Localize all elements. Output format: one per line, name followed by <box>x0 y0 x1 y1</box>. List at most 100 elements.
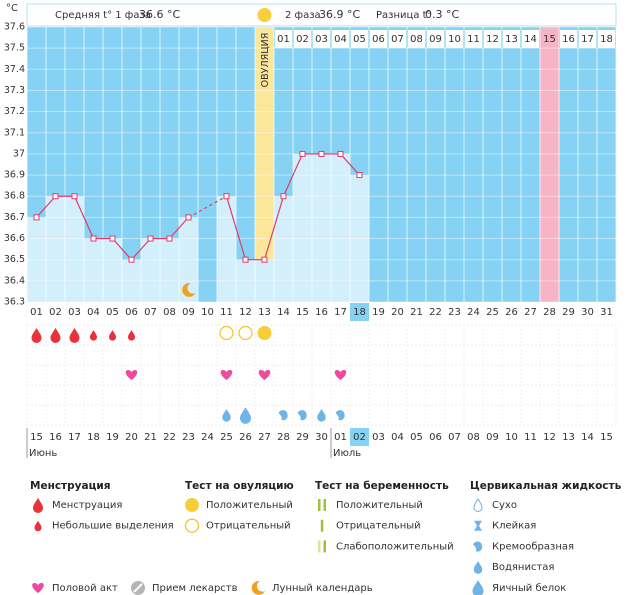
x-tick-label: 10 <box>201 307 214 318</box>
cycle-day-cell <box>484 30 501 48</box>
temperature-point <box>280 193 287 200</box>
x-tick-label: 24 <box>467 307 480 318</box>
legend-item: Слабоположительный <box>336 541 454 552</box>
bar <box>320 519 324 532</box>
date-label: 21 <box>144 432 157 443</box>
date-label: 05 <box>410 432 423 443</box>
bar <box>312 153 331 302</box>
drop <box>317 409 326 422</box>
phase1-label: Средняя t° 1 фаза <box>55 10 151 21</box>
month-label: Июнь <box>29 448 57 459</box>
legend-item: Прием лекарств <box>152 583 238 594</box>
legend-icon <box>472 580 484 595</box>
legend-item: Лунный календарь <box>272 583 373 594</box>
cycle-day-cell <box>370 30 387 48</box>
date-label: 08 <box>467 432 480 443</box>
legend-icon <box>473 541 483 552</box>
cycle-day-label: 13 <box>505 34 518 45</box>
cycle-day-label: 03 <box>315 34 328 45</box>
temperature-point <box>147 235 154 242</box>
ovulation_test-icon <box>238 325 253 341</box>
legend-icon <box>184 518 200 533</box>
temperature-point <box>318 150 325 157</box>
cycle-day-label: 04 <box>334 34 347 45</box>
legend-icon <box>473 498 483 512</box>
date-label: 12 <box>543 432 556 443</box>
y-tick-label: 37.4 <box>4 64 25 75</box>
legend-item: Половой акт <box>52 583 118 594</box>
y-tick-label: 36.9 <box>4 170 25 181</box>
x-tick-label: 16 <box>315 307 328 318</box>
menstruation-icon <box>31 328 42 343</box>
cycle-day-label: 08 <box>410 34 423 45</box>
highlight-column <box>540 27 559 302</box>
intercourse-icon <box>258 370 271 380</box>
x-tick-label: 01 <box>30 307 43 318</box>
cycle-day-cell <box>465 30 482 48</box>
cycle-day-cell <box>408 30 425 48</box>
cycle-day-cell <box>294 30 311 48</box>
x-tick-label: 08 <box>163 307 176 318</box>
cycle-day-label: 15 <box>543 34 556 45</box>
heart <box>32 583 44 593</box>
cycle-day-cell <box>427 30 444 48</box>
cream <box>278 410 288 421</box>
drop <box>69 328 80 343</box>
legend-item: Положительный <box>206 500 293 511</box>
menstruation-icon <box>50 328 61 343</box>
temperature-point <box>185 214 192 221</box>
temperature-point <box>166 235 173 242</box>
legend-icon <box>185 498 199 512</box>
y-tick-label: 36.3 <box>4 297 25 308</box>
cycle-day-label: 14 <box>524 34 537 45</box>
x-tick-label: 19 <box>372 307 385 318</box>
date-label: 29 <box>296 432 309 443</box>
x-tick-label: 29 <box>562 307 575 318</box>
x-tick-label: 26 <box>505 307 518 318</box>
temperature-point <box>337 150 344 157</box>
y-tick-label: 37.1 <box>4 127 25 138</box>
circle <box>219 325 234 341</box>
y-tick-label: 37.6 <box>4 22 25 33</box>
x-tick-label: 28 <box>543 307 556 318</box>
bar <box>141 238 160 302</box>
date-label: 02 <box>353 432 366 443</box>
cycle-day-cell <box>446 30 463 48</box>
legend-title: Тест на беременность <box>315 480 449 492</box>
bar <box>103 238 122 302</box>
bar <box>255 259 274 302</box>
date-label: 23 <box>182 432 195 443</box>
cycle-day-label: 01 <box>277 34 290 45</box>
bar <box>318 540 321 553</box>
ovulation_test-icon <box>219 325 234 341</box>
moon-icon <box>182 282 196 297</box>
bar <box>293 153 312 302</box>
today-date-cell <box>350 428 369 446</box>
heart <box>334 370 347 380</box>
x-tick-label: 09 <box>182 307 195 318</box>
cycle-day-label: 09 <box>429 34 442 45</box>
temperature-point <box>90 235 97 242</box>
date-label: 24 <box>201 432 214 443</box>
date-label: 22 <box>163 432 176 443</box>
date-label: 17 <box>68 432 81 443</box>
header-box <box>26 3 617 27</box>
legend-item: Отрицательный <box>336 521 421 532</box>
cycle-day-label: 11 <box>467 34 480 45</box>
y-tick-label: 36.4 <box>4 275 25 286</box>
date-label: 15 <box>30 432 43 443</box>
legend-item: Яичный белок <box>492 583 566 594</box>
legend-icon <box>318 540 326 553</box>
x-tick-label: 21 <box>410 307 423 318</box>
bar <box>46 196 65 302</box>
legend-icon <box>34 520 42 532</box>
month-label: Июль <box>333 448 361 459</box>
x-tick-label: 31 <box>600 307 613 318</box>
cream <box>473 541 483 552</box>
menstruation-icon <box>109 330 116 341</box>
heart <box>220 370 233 380</box>
bar <box>27 217 46 302</box>
legend-icon <box>473 561 483 574</box>
temperature-point <box>109 235 116 242</box>
